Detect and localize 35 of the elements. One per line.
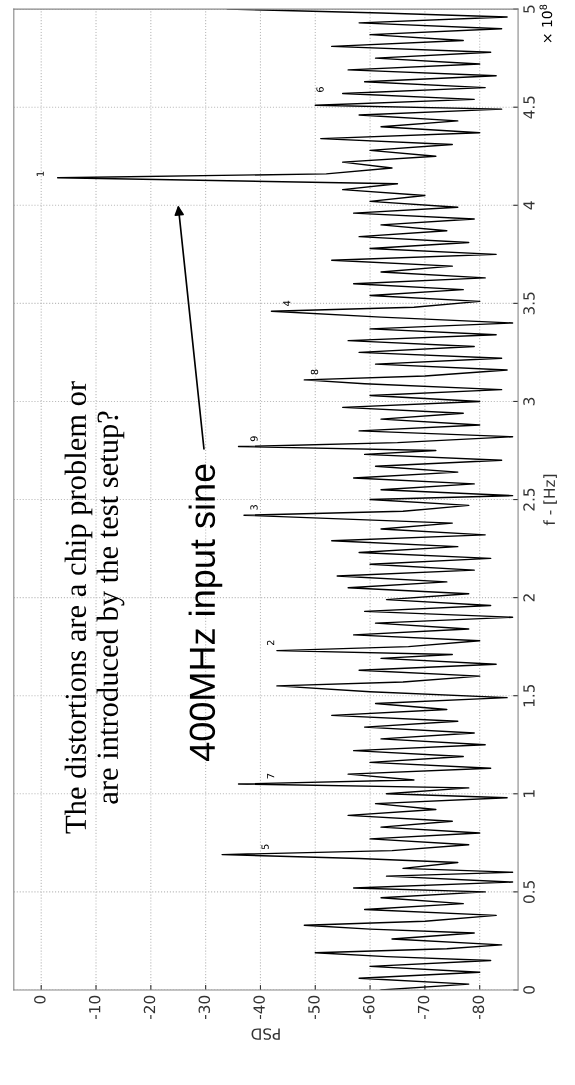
x-tick-label: -10 (88, 995, 101, 1020)
y-tick-label: 1 (523, 790, 535, 797)
y-tick-label: 5 (523, 5, 535, 13)
y-tick-label: 0.5 (523, 881, 535, 904)
x-tick-label: -50 (308, 995, 320, 1020)
x-tick-label: -60 (362, 995, 375, 1020)
annotation: 5 (261, 844, 269, 850)
annotation: 400MHz input sine (188, 464, 223, 762)
annotation: The distortions are a chip problem or are introduced by the test setup? (64, 381, 125, 834)
x-tick-label: -20 (143, 995, 156, 1020)
y-tick-label: 3.5 (523, 292, 535, 315)
y-tick-label: 2.5 (523, 488, 535, 511)
annotation: 8 (310, 369, 319, 375)
text: × 10$^{8}$ (539, 4, 553, 43)
annotation: 7 (267, 773, 275, 779)
annotation: 2 (266, 640, 275, 646)
y-tick-label: 3 (523, 397, 535, 406)
y-tick-label: 4.5 (523, 96, 535, 119)
y-tick-label: 4 (523, 201, 535, 210)
y-tick-label: 0 (523, 986, 535, 994)
annotation: 6 (316, 87, 324, 92)
x-axis-title: PSD (251, 1028, 280, 1040)
x-tick-label: -30 (198, 995, 211, 1020)
annotation: 3 (250, 505, 258, 510)
annotation: 9 (250, 436, 258, 442)
line-series (56, 9, 514, 990)
annotation: 1 (36, 171, 44, 176)
annotation: 4 (283, 300, 291, 306)
x-tick-label: -40 (253, 995, 265, 1020)
y-axis-title: f - [Hz] (543, 474, 557, 526)
x-tick-label: 0 (34, 995, 46, 1004)
y-tick-label: 1.5 (523, 684, 535, 707)
y-tick-label: 2 (523, 594, 535, 602)
x-tick-label: -70 (417, 995, 430, 1020)
x-tick-label: -80 (472, 995, 485, 1020)
